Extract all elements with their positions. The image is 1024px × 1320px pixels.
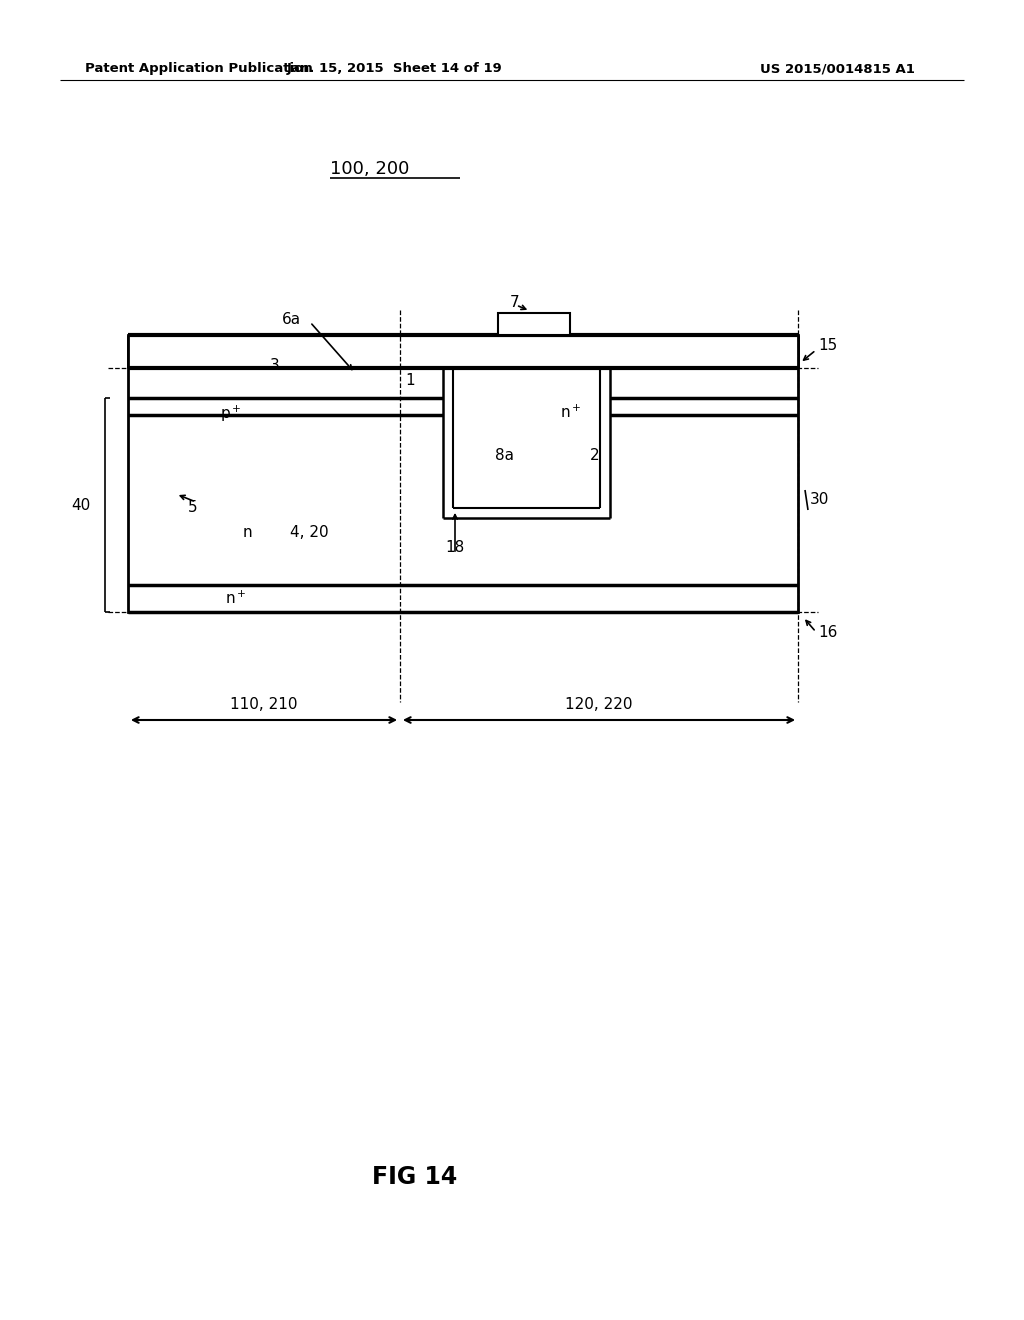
Text: 2: 2 <box>590 447 600 463</box>
Text: 120, 220: 120, 220 <box>565 697 633 711</box>
Text: n$^+$: n$^+$ <box>560 404 582 421</box>
Text: FIG 14: FIG 14 <box>373 1166 458 1189</box>
Text: 7: 7 <box>510 294 519 310</box>
Text: 15: 15 <box>818 338 838 352</box>
Text: 1: 1 <box>406 374 415 388</box>
Text: Patent Application Publication: Patent Application Publication <box>85 62 312 75</box>
Bar <box>498 313 570 335</box>
Text: 40: 40 <box>71 498 90 512</box>
Text: 100, 200: 100, 200 <box>330 160 410 178</box>
Text: 30: 30 <box>810 492 829 507</box>
Text: 6a: 6a <box>282 312 301 327</box>
Text: US 2015/0014815 A1: US 2015/0014815 A1 <box>760 62 914 75</box>
Text: 18: 18 <box>445 540 465 554</box>
Text: Jan. 15, 2015  Sheet 14 of 19: Jan. 15, 2015 Sheet 14 of 19 <box>287 62 503 75</box>
Text: 3: 3 <box>270 358 280 374</box>
Text: 16: 16 <box>818 624 838 640</box>
Text: 4, 20: 4, 20 <box>290 525 329 540</box>
Bar <box>128 335 798 368</box>
Text: n$^+$: n$^+$ <box>225 590 247 607</box>
Text: 5: 5 <box>188 500 198 515</box>
Text: p$^+$: p$^+$ <box>220 404 242 424</box>
Bar <box>128 335 798 612</box>
Text: n: n <box>243 525 253 540</box>
Text: 110, 210: 110, 210 <box>230 697 298 711</box>
Text: 8a: 8a <box>495 447 514 463</box>
